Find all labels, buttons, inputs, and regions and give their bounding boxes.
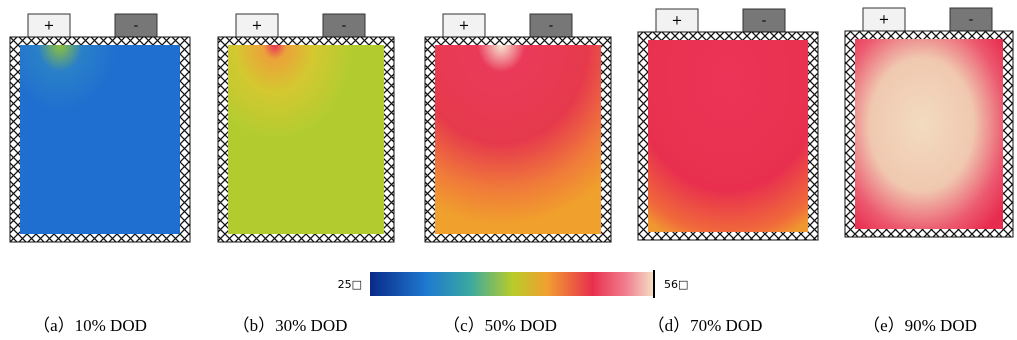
caption: （c）50% DOD	[443, 316, 557, 335]
thermal-map	[20, 45, 180, 234]
thermal-map	[228, 45, 384, 234]
caption: （e）90% DOD	[863, 316, 977, 335]
colorbar-min: 25□	[338, 278, 362, 291]
plus-label: +	[672, 14, 683, 29]
thermal-map	[855, 39, 1003, 229]
minus-label: -	[342, 19, 347, 34]
thermal-map	[648, 40, 808, 232]
minus-label: -	[134, 19, 139, 34]
plus-label: +	[252, 19, 263, 34]
colorbar-max: 56□	[664, 278, 688, 291]
plus-label: +	[459, 19, 470, 34]
colorbar	[370, 272, 655, 296]
minus-label: -	[549, 19, 554, 34]
thermal-map	[435, 45, 601, 234]
plus-label: +	[44, 19, 55, 34]
plus-label: +	[879, 13, 890, 28]
caption: （b）30% DOD	[233, 316, 348, 335]
figure: 25□ 56□ + - （a）10% DOD + - （b）30% DOD + - （c）50%…	[0, 0, 1017, 340]
minus-label: -	[762, 14, 767, 29]
minus-label: -	[969, 13, 974, 28]
caption: （d）70% DOD	[648, 316, 763, 335]
caption: （a）10% DOD	[33, 316, 147, 335]
